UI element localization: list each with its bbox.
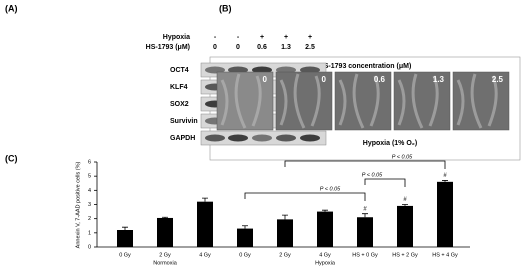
image-label: 2.5 bbox=[492, 75, 504, 84]
significance-mark: # bbox=[363, 206, 367, 212]
error-bar bbox=[402, 204, 408, 206]
x-tick-label: 2 Gy bbox=[159, 252, 171, 258]
x-tick-label: HS + 0 Gy bbox=[352, 252, 378, 258]
significance-label: P < 0.05 bbox=[320, 186, 341, 192]
blot-band bbox=[205, 134, 225, 142]
y-tick-label: 4 bbox=[88, 188, 91, 194]
row-label: Hypoxia bbox=[163, 34, 190, 41]
error-bar bbox=[322, 209, 328, 212]
protein-label: OCT4 bbox=[170, 67, 189, 74]
bar bbox=[397, 205, 413, 247]
column-value: 2.5 bbox=[305, 44, 315, 51]
x-tick-label: 4 Gy bbox=[199, 252, 211, 258]
blot-band bbox=[252, 134, 272, 142]
error-bar bbox=[162, 216, 168, 218]
image-label: 0.6 bbox=[374, 75, 386, 84]
column-value: 0 bbox=[213, 44, 217, 51]
blot-band bbox=[300, 134, 320, 142]
column-value: + bbox=[284, 34, 288, 41]
significance-label: P < 0.05 bbox=[362, 172, 383, 178]
column-value: + bbox=[260, 34, 264, 41]
bar bbox=[277, 219, 293, 247]
column-value: - bbox=[237, 34, 240, 41]
y-tick-label: 6 bbox=[88, 159, 91, 165]
group-label: Hypoxia bbox=[315, 260, 336, 266]
image-label: 0 bbox=[263, 75, 268, 84]
bar bbox=[237, 228, 253, 247]
row-label: HS-1793 (μM) bbox=[146, 44, 190, 51]
significance-mark: # bbox=[443, 173, 447, 179]
group-label: Normoxia bbox=[153, 260, 177, 266]
panel-title: HS-1793 concentration (μM) bbox=[319, 63, 412, 70]
bar bbox=[317, 211, 333, 247]
panel-label: (A) bbox=[5, 3, 18, 13]
bar bbox=[157, 217, 173, 247]
column-value: 0.6 bbox=[257, 44, 267, 51]
x-tick-label: HS + 4 Gy bbox=[432, 252, 458, 258]
bar bbox=[437, 181, 453, 247]
column-value: 0 bbox=[236, 44, 240, 51]
error-bar bbox=[122, 226, 128, 230]
bar bbox=[197, 201, 213, 247]
x-tick-label: 2 Gy bbox=[279, 252, 291, 258]
bar bbox=[357, 217, 373, 247]
error-bar bbox=[362, 213, 368, 218]
significance-bracket bbox=[364, 178, 406, 187]
significance-bracket bbox=[244, 192, 366, 201]
x-tick-label: HS + 2 Gy bbox=[392, 252, 418, 258]
image-label: 1.3 bbox=[433, 75, 445, 84]
significance-label: P < 0.05 bbox=[392, 154, 413, 160]
image-label: 0 bbox=[322, 75, 327, 84]
y-tick-label: 5 bbox=[88, 174, 91, 180]
micrograph-texture bbox=[397, 73, 439, 129]
error-bar bbox=[442, 180, 448, 182]
micrograph-texture bbox=[456, 73, 498, 129]
x-tick-label: 0 Gy bbox=[239, 252, 251, 258]
y-tick-label: 1 bbox=[88, 230, 91, 236]
y-tick-label: 0 bbox=[88, 244, 91, 250]
column-value: - bbox=[214, 34, 217, 41]
protein-label: GAPDH bbox=[170, 135, 195, 142]
protein-label: KLF4 bbox=[170, 84, 188, 91]
column-value: 1.3 bbox=[281, 44, 291, 51]
y-tick-label: 3 bbox=[88, 202, 91, 208]
blot-band bbox=[228, 134, 248, 142]
blot-band bbox=[276, 134, 296, 142]
panel-label: (B) bbox=[219, 3, 232, 13]
micrograph-texture bbox=[220, 73, 262, 129]
bar bbox=[117, 230, 133, 247]
protein-label: Survivin bbox=[170, 118, 198, 125]
y-tick-label: 2 bbox=[88, 216, 91, 222]
error-bar bbox=[202, 197, 208, 202]
significance-mark: # bbox=[403, 197, 407, 203]
significance-bracket bbox=[284, 160, 446, 169]
condition-label: Hypoxia (1% O₂) bbox=[363, 140, 417, 147]
micrograph-texture bbox=[279, 73, 321, 129]
column-value: + bbox=[308, 34, 312, 41]
error-bar bbox=[242, 225, 248, 229]
x-tick-label: 4 Gy bbox=[319, 252, 331, 258]
protein-label: SOX2 bbox=[170, 101, 189, 108]
y-axis-label: Annexin V, 7-AAD positive cells (%) bbox=[75, 162, 81, 249]
x-tick-label: 0 Gy bbox=[119, 252, 131, 258]
micrograph-texture bbox=[338, 73, 380, 129]
error-bar bbox=[282, 214, 288, 220]
panel-label: (C) bbox=[5, 153, 18, 163]
